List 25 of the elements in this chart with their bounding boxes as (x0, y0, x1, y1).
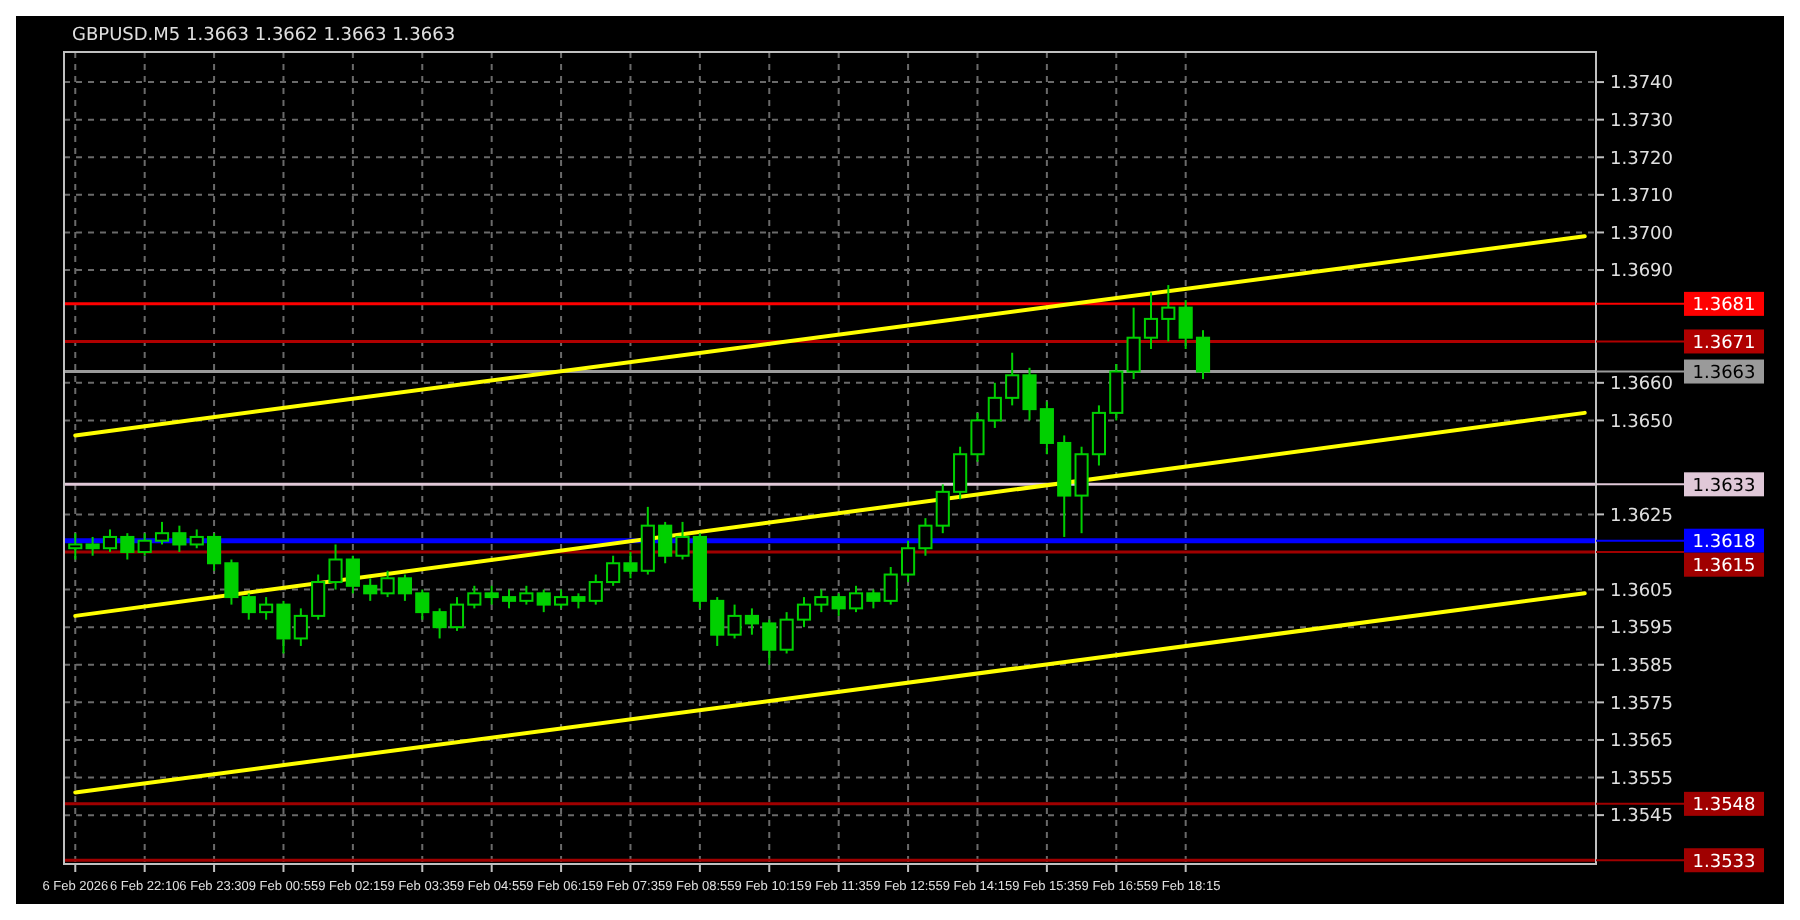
y-tick-label: 1.3625 (1610, 506, 1673, 527)
y-tick-label: 1.3730 (1610, 111, 1674, 132)
y-tick-label: 1.3660 (1610, 375, 1674, 396)
y-tick-label: 1.3710 (1610, 187, 1674, 208)
y-tick-label: 1.3555 (1610, 769, 1673, 790)
ref-line-label: 1.3615 (1692, 557, 1756, 577)
y-tick-label: 1.3720 (1610, 149, 1674, 170)
chart-title: GBPUSD.M5 1.3663 1.3662 1.3663 1.3663 (72, 26, 456, 46)
ref-line-label: 1.3633 (1692, 476, 1756, 497)
y-tick-label: 1.3740 (1610, 74, 1674, 95)
y-tick-label: 1.3605 (1610, 581, 1673, 602)
y-tick-label: 1.3650 (1610, 412, 1674, 433)
ref-line-label: 1.3671 (1692, 333, 1756, 354)
ref-line-label: 1.3663 (1692, 363, 1756, 384)
y-tick-label: 1.3700 (1610, 224, 1674, 245)
ref-line-label: 1.3681 (1692, 296, 1756, 317)
ref-line-label: 1.3618 (1692, 533, 1757, 553)
ref-line-label: 1.3548 (1692, 796, 1757, 817)
y-tick-label: 1.3595 (1610, 619, 1673, 640)
y-tick-label: 1.3545 (1610, 807, 1673, 828)
y-tick-label: 1.3575 (1610, 694, 1673, 715)
ref-line-label: 1.3533 (1692, 852, 1756, 873)
y-tick-label: 1.3585 (1610, 657, 1673, 678)
y-tick-label: 1.3565 (1610, 732, 1673, 753)
y-tick-label: 1.3690 (1610, 262, 1674, 283)
